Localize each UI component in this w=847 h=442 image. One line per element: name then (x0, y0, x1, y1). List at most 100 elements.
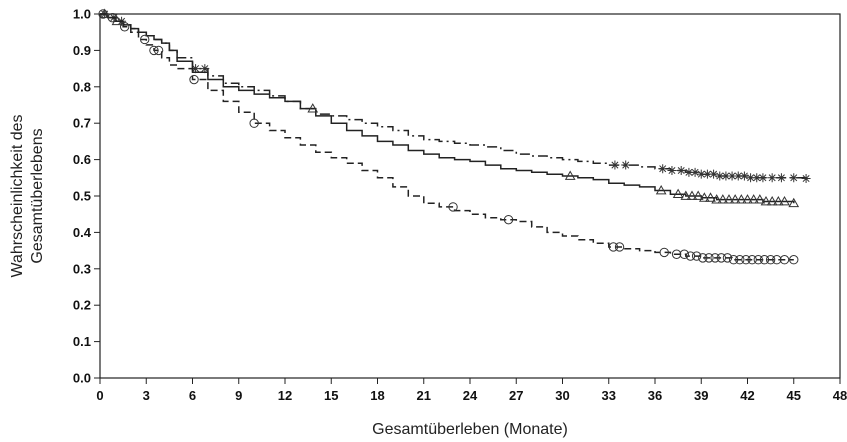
censor-marker-asterisk (746, 173, 756, 183)
x-tick-label: 18 (370, 388, 384, 403)
x-axis: 0 3 6 9 12 15 18 21 24 27 30 33 36 39 42 45 48 (96, 378, 847, 403)
x-tick-label: 0 (96, 388, 103, 403)
censor-marker-triangle (779, 195, 790, 206)
censor-marker-circle (119, 22, 130, 32)
censor-marker-asterisk (658, 164, 668, 174)
censor-marker-asterisk (715, 171, 725, 181)
y-axis: 0.0 0.1 0.2 0.3 0.4 0.5 0.6 0.7 0.8 0.9 1.0 (73, 7, 100, 386)
series-1-dashdot (100, 9, 811, 184)
censor-marker-asterisk (690, 167, 700, 177)
censor-marker-circle (710, 253, 720, 263)
censor-marker-circle (149, 45, 159, 56)
censor-marker-asterisk (733, 171, 743, 181)
censor-marker-asterisk (667, 166, 677, 176)
censor-marker-circle (685, 251, 696, 261)
censor-marker-asterisk (702, 169, 712, 179)
censor-marker-triangle (680, 190, 692, 200)
censor-marker-triangle (307, 103, 319, 113)
censor-marker-asterisk (676, 166, 686, 176)
censor-marker-circle (735, 255, 745, 265)
y-axis-title-line1: Wahrscheinlichkeit des (9, 114, 26, 277)
censor-marker-circle (722, 253, 733, 263)
censor-marker-circle (503, 214, 514, 225)
y-tick-label: 0.0 (73, 371, 91, 386)
censor-marker-triangle (788, 197, 800, 208)
series-line (100, 13, 794, 261)
series-2-solid (99, 8, 800, 208)
censor-marker-triangle (754, 194, 766, 204)
series-line (100, 13, 795, 204)
censor-marker-circle (753, 255, 763, 265)
censor-marker-triangle (735, 194, 747, 204)
censor-marker-circle (704, 253, 714, 263)
censor-marker-circle (741, 255, 751, 265)
censor-marker-triangle (711, 194, 723, 204)
censor-marker-circle (759, 255, 770, 265)
censor-marker-triangle (705, 192, 716, 202)
y-tick-label: 0.5 (73, 189, 91, 204)
censor-marker-asterisk (767, 173, 777, 183)
censor-marker-circle (728, 255, 739, 265)
x-tick-label: 30 (555, 388, 569, 403)
censor-marker-circle (659, 247, 669, 258)
y-tick-label: 0.3 (73, 261, 91, 276)
censor-marker-triangle (698, 192, 710, 202)
y-tick-label: 1.0 (73, 7, 91, 22)
censor-marker-circle (679, 249, 689, 259)
censor-marker-circle (716, 253, 726, 263)
censor-marker-triangle (760, 195, 772, 206)
censor-marker-circle (747, 255, 757, 265)
censor-marker-asterisk (789, 173, 799, 183)
x-tick-label: 36 (648, 388, 662, 403)
censor-marker-triangle (672, 188, 684, 199)
censor-marker-asterisk (696, 169, 706, 179)
censor-marker-triangle (686, 190, 698, 200)
censor-marker-asterisk (610, 160, 620, 170)
censor-marker-asterisk (801, 174, 811, 184)
censor-marker-triangle (729, 194, 741, 204)
censor-marker-asterisk (739, 171, 749, 181)
censor-marker-circle (249, 118, 259, 128)
x-tick-label: 9 (235, 388, 242, 403)
x-tick-label: 45 (787, 388, 801, 403)
y-tick-label: 0.1 (73, 334, 91, 349)
censor-marker-triangle (742, 194, 753, 204)
censor-marker-circle (140, 34, 150, 45)
y-tick-label: 0.8 (73, 79, 91, 94)
censor-marker-circle (671, 249, 682, 259)
censor-marker-asterisk (727, 171, 737, 181)
x-tick-label: 39 (694, 388, 708, 403)
y-tick-label: 0.9 (73, 43, 91, 58)
censor-marker-asterisk (709, 169, 719, 179)
x-tick-label: 24 (463, 388, 478, 403)
censor-marker-asterisk (752, 173, 762, 183)
censor-marker-circle (448, 202, 458, 212)
x-tick-label: 6 (189, 388, 196, 403)
censor-marker-asterisk (621, 160, 631, 170)
censor-marker-circle (772, 255, 782, 265)
censor-marker-asterisk (191, 64, 201, 74)
censor-marker-circle (691, 251, 702, 261)
y-tick-label: 0.6 (73, 152, 91, 167)
censor-marker-circle (789, 255, 799, 265)
x-tick-label: 42 (740, 388, 754, 403)
censor-marker-asterisk (721, 171, 731, 181)
x-tick-label: 12 (278, 388, 292, 403)
censor-marker-circle (779, 255, 790, 265)
censor-marker-circle (189, 74, 199, 85)
x-tick-label: 21 (417, 388, 431, 403)
censor-marker-circle (614, 242, 625, 252)
censor-marker-triangle (655, 185, 667, 195)
series-line (100, 13, 807, 179)
censor-marker-triangle (692, 190, 704, 200)
y-axis-title-line2: Gesamtüberlebens (29, 128, 46, 263)
censor-marker-asterisk (200, 64, 210, 74)
y-tick-label: 0.7 (73, 116, 91, 131)
censor-marker-triangle (748, 194, 760, 204)
censor-marker-circle (608, 242, 619, 252)
censor-marker-triangle (723, 194, 735, 204)
censor-marker-triangle (564, 170, 576, 180)
x-tick-label: 27 (509, 388, 523, 403)
censor-marker-circle (98, 9, 108, 19)
